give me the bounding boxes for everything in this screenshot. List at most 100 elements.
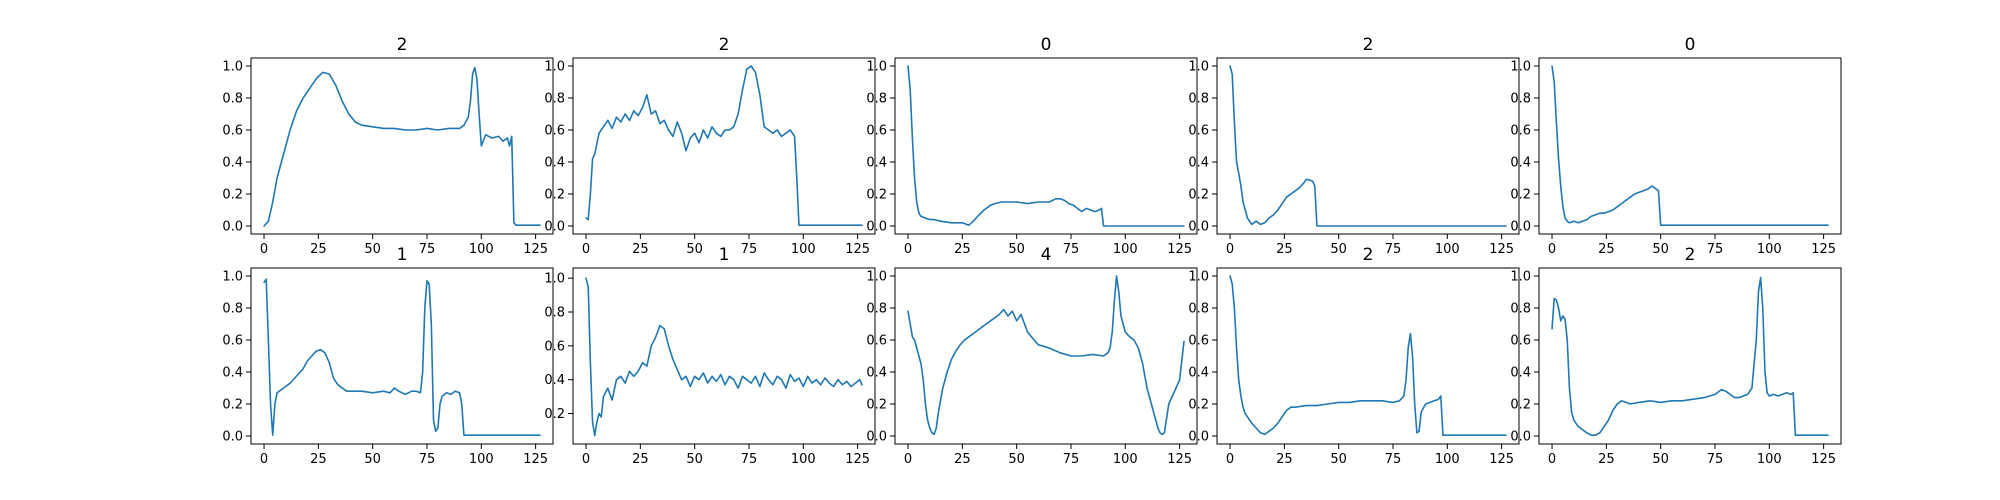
series-line [1551, 65, 1829, 226]
x-tick-label: 75 [1063, 452, 1080, 467]
x-tick-label: 25 [310, 452, 327, 467]
y-tick-label: 0.4 [222, 366, 243, 381]
y-tick-label: 0.8 [1510, 92, 1531, 107]
chart-panel-4: 2 0 25 50 75 100 125 0.0 0.2 0.4 0.6 0.8 1.0 [1188, 35, 1520, 257]
x-tick-label: 25 [310, 242, 327, 257]
y-tick-label: 0.2 [866, 188, 887, 203]
x-tick-label: 125 [523, 242, 548, 257]
x-tick-label: 25 [632, 242, 649, 257]
y-tick-label: 0.0 [1510, 220, 1531, 235]
y-tick-label: 0.4 [222, 156, 243, 171]
panel-title: 0 [1041, 35, 1052, 55]
x-tick-label: 75 [419, 452, 436, 467]
y-tick-label: 0.8 [866, 92, 887, 107]
y-tick-label: 0.2 [222, 188, 243, 203]
y-tick-label: 0.4 [866, 366, 887, 381]
x-tick-label: 0 [1548, 242, 1556, 257]
y-tick-label: 0.4 [1188, 156, 1209, 171]
axes-frame [250, 267, 554, 445]
y-tick-label: 0.4 [1188, 366, 1209, 381]
x-tick-label: 75 [1385, 452, 1402, 467]
axes-frame [250, 57, 554, 235]
y-tick-label: 0.2 [1188, 398, 1209, 413]
panel-title: 2 [1363, 35, 1374, 55]
y-tick-label: 1.0 [222, 270, 243, 285]
x-tick-label: 100 [791, 242, 816, 257]
y-tick-label: 0.0 [1188, 430, 1209, 445]
x-tick-label: 100 [1435, 452, 1460, 467]
y-tick-label: 0.0 [866, 430, 887, 445]
panel-title: 1 [719, 245, 730, 265]
x-tick-label: 25 [954, 242, 971, 257]
series-line [907, 65, 1185, 227]
axes-frame [572, 57, 876, 235]
chart-panel-7: 1 0 25 50 75 100 125 0.2 0.4 0.6 0.8 1.0 [544, 245, 876, 467]
y-tick-label: 0.6 [866, 334, 887, 349]
x-tick-label: 0 [582, 452, 590, 467]
series-line [907, 275, 1185, 436]
x-tick-label: 125 [1167, 452, 1192, 467]
x-tick-label: 0 [1226, 452, 1234, 467]
axes-frame [1538, 267, 1842, 445]
panel-title: 2 [1685, 245, 1696, 265]
y-tick-label: 0.8 [1188, 302, 1209, 317]
x-tick-label: 125 [1167, 242, 1192, 257]
x-tick-label: 50 [1330, 452, 1347, 467]
x-tick-label: 100 [1113, 242, 1138, 257]
series-line [1229, 275, 1507, 436]
y-tick-label: 0.6 [1510, 124, 1531, 139]
panel-title: 2 [397, 35, 408, 55]
chart-panel-1: 2 0 25 50 75 100 125 0.0 0.2 0.4 0.6 0.8 1.0 [222, 35, 554, 257]
axes-frame [1216, 57, 1520, 235]
x-tick-label: 0 [1226, 242, 1234, 257]
y-tick-label: 1.0 [544, 272, 565, 287]
x-tick-label: 100 [791, 452, 816, 467]
x-tick-label: 0 [582, 242, 590, 257]
panel-title: 2 [1363, 245, 1374, 265]
y-tick-label: 0.6 [544, 339, 565, 354]
y-tick-label: 0.2 [1510, 188, 1531, 203]
axes-frame [572, 267, 876, 445]
x-tick-label: 50 [1330, 242, 1347, 257]
y-tick-label: 0.4 [1510, 156, 1531, 171]
y-tick-label: 0.2 [544, 188, 565, 203]
x-tick-label: 125 [1489, 452, 1514, 467]
x-tick-label: 125 [1489, 242, 1514, 257]
y-tick-label: 1.0 [1188, 60, 1209, 75]
chart-panel-3: 0 0 25 50 75 100 125 0.0 0.2 0.4 0.6 0.8 1.0 [866, 35, 1198, 257]
y-tick-label: 0.4 [866, 156, 887, 171]
y-tick-label: 0.8 [544, 92, 565, 107]
series-line [585, 277, 863, 437]
chart-panel-2: 2 0 25 50 75 100 125 0.0 0.2 0.4 0.6 0.8 1.0 [544, 35, 876, 257]
x-tick-label: 75 [1063, 242, 1080, 257]
x-tick-label: 50 [686, 452, 703, 467]
y-tick-label: 0.4 [544, 373, 565, 388]
y-tick-label: 0.2 [1188, 188, 1209, 203]
axes-frame [1538, 57, 1842, 235]
x-tick-label: 75 [419, 242, 436, 257]
series-line [585, 65, 863, 226]
x-tick-label: 25 [1598, 242, 1615, 257]
panel-title: 2 [719, 35, 730, 55]
panel-title: 1 [397, 245, 408, 265]
x-tick-label: 25 [954, 452, 971, 467]
x-tick-label: 0 [904, 452, 912, 467]
series-line [1551, 276, 1829, 436]
y-tick-label: 0.8 [1188, 92, 1209, 107]
x-tick-label: 0 [904, 242, 912, 257]
x-tick-label: 100 [1757, 452, 1782, 467]
x-tick-label: 25 [1598, 452, 1615, 467]
axes-frame [1216, 267, 1520, 445]
x-tick-label: 125 [1811, 242, 1836, 257]
y-tick-label: 0.0 [1188, 220, 1209, 235]
panel-title: 4 [1041, 245, 1052, 265]
axes-frame [894, 267, 1198, 445]
chart-panel-6: 1 0 25 50 75 100 125 0.0 0.2 0.4 0.6 0.8 1.0 [222, 245, 554, 467]
y-tick-label: 1.0 [866, 270, 887, 285]
axes-frame [894, 57, 1198, 235]
series-line [1229, 65, 1507, 227]
y-tick-label: 1.0 [222, 60, 243, 75]
y-tick-label: 0.0 [1510, 430, 1531, 445]
x-tick-label: 100 [469, 242, 494, 257]
y-tick-label: 0.2 [1510, 398, 1531, 413]
